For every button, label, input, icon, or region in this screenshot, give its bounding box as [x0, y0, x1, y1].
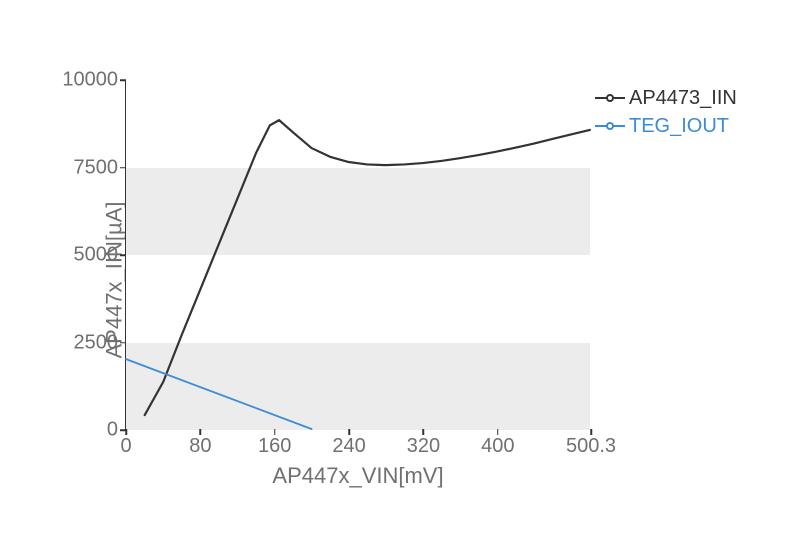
- x-tick-mark: [590, 429, 592, 435]
- y-tick-mark: [120, 342, 126, 344]
- x-tick-label: 0: [120, 435, 131, 458]
- series-line: [145, 120, 590, 415]
- legend-item: TEG_IOUT: [595, 112, 737, 140]
- y-tick-label: 2500: [74, 331, 119, 354]
- series-line: [126, 359, 311, 429]
- chart-container: AP447x_IIN[µA] AP447x_VIN[mV] 0250050007…: [40, 70, 760, 490]
- x-tick-mark: [274, 429, 276, 435]
- x-tick-label: 160: [258, 435, 291, 458]
- legend-marker-icon: [606, 94, 614, 102]
- legend-swatch: [595, 88, 625, 108]
- x-tick-mark: [423, 429, 425, 435]
- y-tick-label: 0: [107, 419, 118, 442]
- y-tick-mark: [120, 79, 126, 81]
- y-tick-mark: [120, 167, 126, 169]
- y-tick-label: 5000: [74, 244, 119, 267]
- x-axis-label: AP447x_VIN[mV]: [272, 463, 443, 489]
- chart-lines: [126, 80, 590, 429]
- y-tick-mark: [120, 254, 126, 256]
- y-tick-label: 10000: [62, 69, 118, 92]
- x-tick-label: 240: [332, 435, 365, 458]
- y-tick-label: 7500: [74, 156, 119, 179]
- legend-label: AP4473_IIN: [629, 87, 737, 110]
- x-tick-mark: [125, 429, 127, 435]
- x-tick-mark: [348, 429, 350, 435]
- legend-swatch: [595, 116, 625, 136]
- x-tick-mark: [200, 429, 202, 435]
- x-tick-mark: [497, 429, 499, 435]
- plot-area: AP447x_VIN[mV] 0250050007500100000801602…: [125, 80, 590, 430]
- x-tick-label: 500.3: [566, 435, 616, 458]
- x-tick-label: 400: [481, 435, 514, 458]
- legend-marker-icon: [606, 122, 614, 130]
- x-tick-label: 320: [407, 435, 440, 458]
- legend: AP4473_IIN TEG_IOUT: [595, 84, 737, 140]
- legend-item: AP4473_IIN: [595, 84, 737, 112]
- legend-label: TEG_IOUT: [629, 115, 729, 138]
- x-tick-label: 80: [189, 435, 211, 458]
